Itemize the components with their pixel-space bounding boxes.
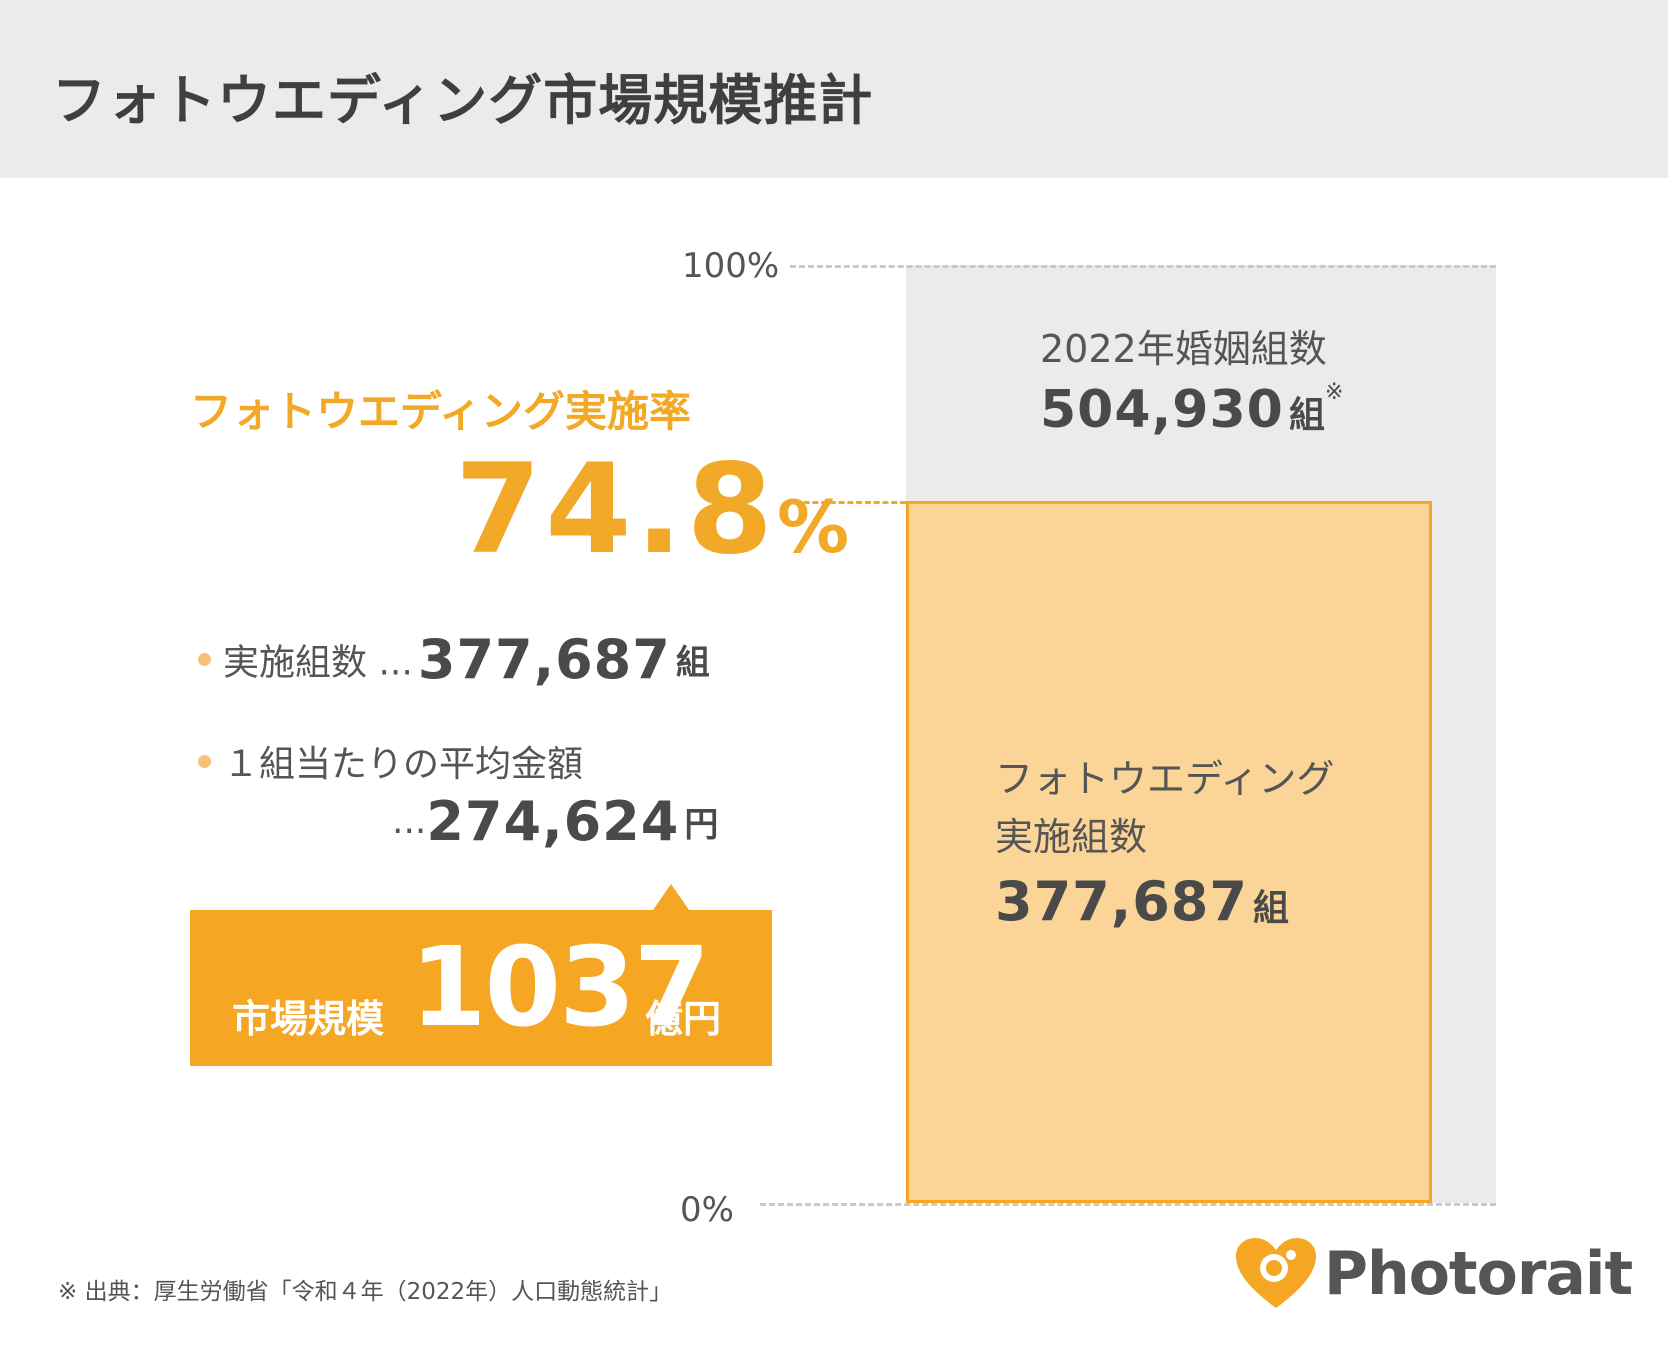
market-size-box: 市場規模 1037 億円 (190, 884, 772, 1066)
average-unit: 円 (684, 805, 719, 845)
photo-label-line1: フォトウエディング (995, 757, 1335, 801)
tick-label-100: 100% (682, 246, 780, 286)
rate-value: 74.8% (455, 448, 849, 572)
rate-guide-line (786, 501, 906, 505)
market-label: 市場規模 (232, 997, 385, 1041)
market-unit: 億円 (645, 997, 722, 1041)
heart-camera-icon (1236, 1238, 1316, 1308)
average-value-row: ...274,624 円 (392, 790, 718, 853)
photo-value: 377,687 組 (995, 870, 1289, 933)
total-number: 504,930 (1040, 380, 1284, 440)
bullet-dot-icon (198, 754, 211, 768)
total-label: 2022年婚姻組数 (1040, 327, 1327, 371)
logo: Photorait (1236, 1238, 1633, 1310)
couples-value: 377,687 (417, 628, 671, 691)
couples-unit: 組 (675, 643, 710, 683)
total-unit: 組 (1288, 395, 1325, 436)
photo-unit: 組 (1253, 888, 1290, 929)
bullet-average: １組当たりの平均金額 (198, 735, 583, 787)
bullet-couples: 実施組数 ... 377,687 組 (198, 628, 710, 691)
total-note: ※ (1324, 380, 1344, 405)
gridline-100 (790, 265, 1496, 268)
total-value: 504,930 組※ (1040, 380, 1343, 440)
tick-label-0: 0% (680, 1190, 734, 1230)
header: フォトウエディング市場規模推計 (0, 0, 1668, 178)
photo-label-line2: 実施組数 (995, 815, 1148, 859)
logo-name: Photorait (1324, 1239, 1633, 1309)
bar-photo-wedding (906, 501, 1432, 1203)
source-footnote: ※ 出典：厚生労働省「令和４年（2022年）人口動態統計」 (58, 1279, 673, 1305)
rate-label: フォトウエディング実施率 (190, 387, 692, 436)
gridline-0 (760, 1203, 1496, 1206)
bullet-dot-icon (198, 653, 211, 666)
average-value: 274,624 (426, 790, 680, 853)
rate-unit: % (776, 485, 850, 569)
photo-number: 377,687 (995, 870, 1248, 933)
average-label: １組当たりの平均金額 (223, 744, 584, 785)
page-title: フォトウエディング市場規模推計 (52, 69, 874, 132)
rate-number: 74.8 (455, 438, 777, 582)
market-notch (653, 884, 689, 910)
couples-label: 実施組数 ... (223, 642, 413, 684)
photo-label: フォトウエディング 実施組数 (995, 750, 1355, 866)
average-prefix: ... (392, 801, 427, 842)
market-value: 1037 (410, 923, 710, 1051)
